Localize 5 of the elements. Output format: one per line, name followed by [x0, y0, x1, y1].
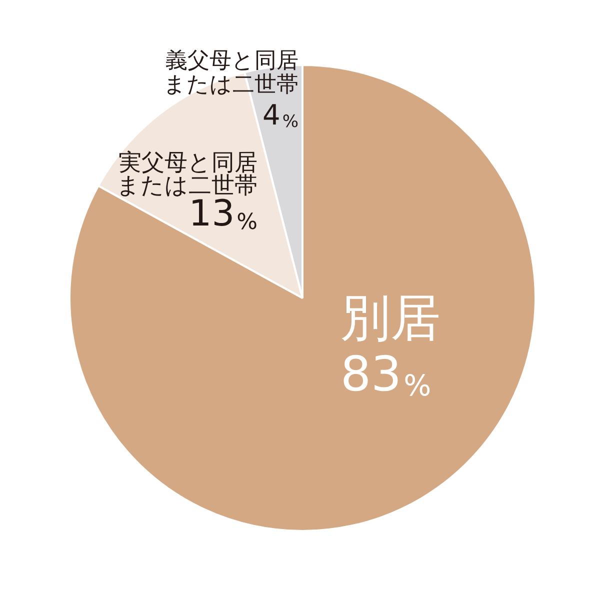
slice-label: 実父母と同居または二世帯	[116, 150, 258, 199]
data-label: 83%	[340, 346, 432, 402]
data-label: 4%	[262, 98, 299, 132]
slice-label: 義父母と同居または二世帯	[164, 48, 298, 98]
slice-label: 別居	[340, 288, 440, 347]
